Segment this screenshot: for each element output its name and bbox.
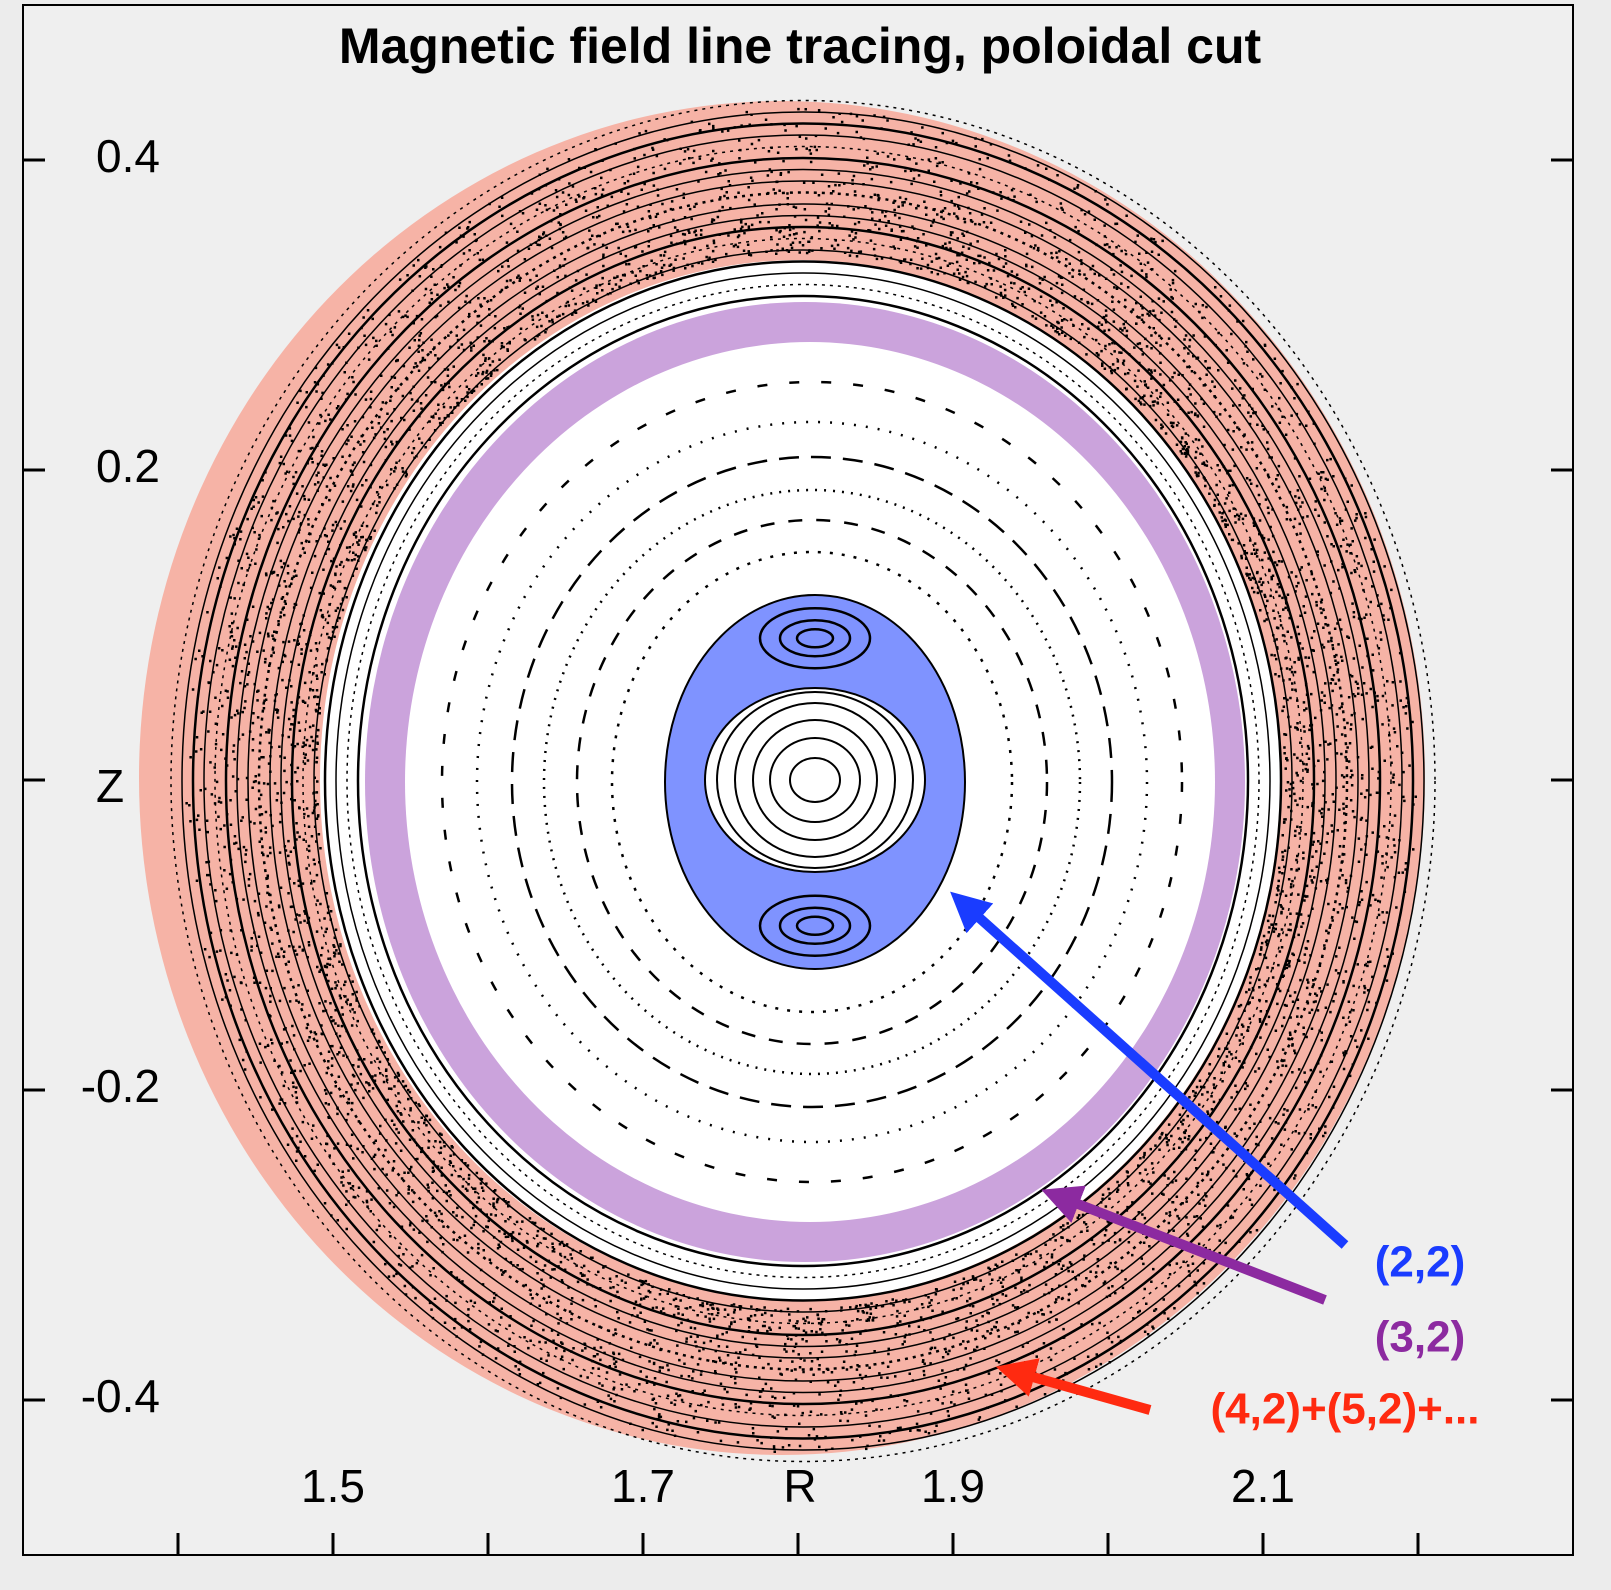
chart-title: Magnetic field line tracing, poloidal cu… <box>339 18 1262 74</box>
flux-surface <box>269 203 1337 1359</box>
flux-surface <box>247 180 1359 1382</box>
flux-surface <box>752 719 878 841</box>
flux-surface <box>542 488 1082 1076</box>
island <box>795 915 835 936</box>
flux-surface <box>257 191 1349 1371</box>
island <box>778 619 852 658</box>
y-axis-label: Z <box>96 760 124 812</box>
stochastic-points <box>185 107 1417 1453</box>
annotation: (3,2) <box>1375 1313 1465 1362</box>
x-axis-label: R <box>783 1460 816 1512</box>
y-tick-label: 0.4 <box>96 130 160 182</box>
flux-surface <box>346 283 1260 1279</box>
flux-surface <box>789 757 841 803</box>
flux-surface <box>214 145 1392 1417</box>
island <box>795 628 835 649</box>
x-tick-label: 1.9 <box>921 1460 985 1512</box>
arrow-4-2 <box>995 1358 1152 1415</box>
island <box>778 906 852 945</box>
flux-surface <box>510 455 1114 1109</box>
flux-surface <box>170 99 1436 1463</box>
flux-surface <box>734 702 896 858</box>
flux-surface <box>575 518 1049 1046</box>
annotation: (2,2) <box>1375 1238 1465 1287</box>
flux-surface <box>224 156 1382 1406</box>
core-region <box>704 687 926 873</box>
field-lines <box>170 99 1436 1463</box>
flux-surface <box>610 550 1014 1014</box>
x-tick-label: 1.5 <box>301 1460 365 1512</box>
flux-surface <box>769 737 861 823</box>
flux-surface <box>475 420 1149 1144</box>
flux-surface <box>236 168 1370 1394</box>
y-tick-label: -0.2 <box>81 1060 160 1112</box>
island <box>758 607 872 670</box>
y-tick-label: -0.4 <box>81 1370 160 1422</box>
flux-surface <box>302 237 1304 1325</box>
annotation: (4,2)+(5,2)+... <box>1210 1385 1479 1434</box>
flux-surface <box>290 225 1316 1337</box>
island <box>758 894 872 957</box>
flux-surface <box>716 691 914 869</box>
x-tick-label: 1.7 <box>611 1460 675 1512</box>
arrow-3-2 <box>1041 1185 1327 1305</box>
flux-surface <box>181 111 1425 1451</box>
flux-surface <box>323 260 1283 1302</box>
flux-surface <box>356 294 1250 1268</box>
flux-surface <box>335 272 1271 1290</box>
y-tick-label: 0.2 <box>96 440 160 492</box>
x-tick-label: 2.1 <box>1231 1460 1295 1512</box>
arrow-2-2 <box>950 891 1349 1249</box>
flux-surface <box>280 214 1326 1348</box>
flux-surface <box>440 380 1184 1184</box>
flux-surface <box>203 134 1403 1428</box>
flux-surface <box>191 122 1415 1440</box>
flux-surface <box>313 249 1293 1313</box>
